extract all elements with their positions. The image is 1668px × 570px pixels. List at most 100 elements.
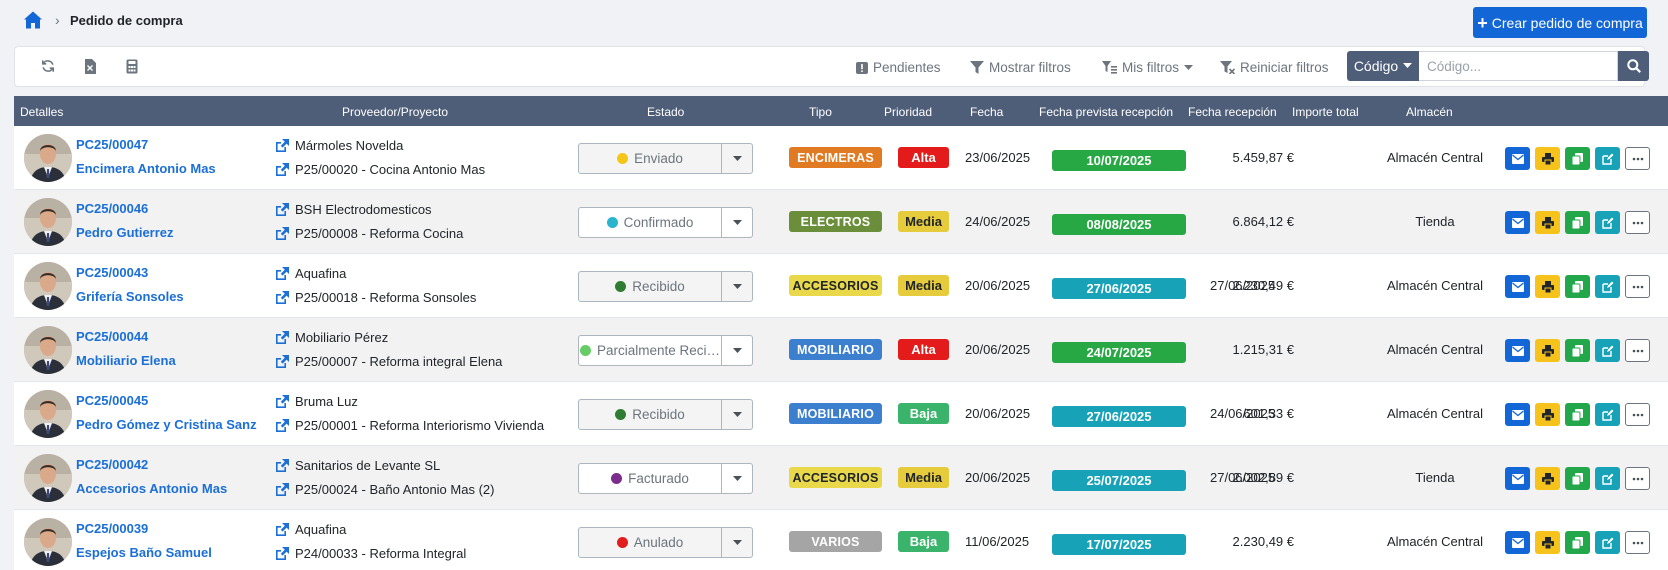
email-button[interactable] xyxy=(1505,147,1530,170)
status-select[interactable]: Recibido xyxy=(578,271,753,302)
supplier-link[interactable]: Mobiliario Pérez xyxy=(275,330,388,345)
header-tipo[interactable]: Tipo xyxy=(809,105,832,119)
project-link[interactable]: P25/00007 - Reforma integral Elena xyxy=(275,354,502,369)
print-button[interactable] xyxy=(1535,531,1560,554)
status-select[interactable]: Enviado xyxy=(578,143,753,174)
more-options-button[interactable] xyxy=(1625,531,1650,554)
refresh-icon[interactable] xyxy=(39,57,57,75)
reiniciar-filtros-button[interactable]: Reiniciar filtros xyxy=(1220,60,1329,75)
status-dropdown-toggle[interactable] xyxy=(722,528,752,557)
email-button[interactable] xyxy=(1505,403,1530,426)
duplicate-button[interactable] xyxy=(1565,147,1590,170)
status-dropdown-toggle[interactable] xyxy=(722,272,752,301)
project-link[interactable]: P25/00001 - Reforma Interiorismo Viviend… xyxy=(275,418,544,433)
edit-button[interactable] xyxy=(1595,531,1620,554)
duplicate-button[interactable] xyxy=(1565,211,1590,234)
excel-file-icon[interactable] xyxy=(81,57,99,75)
order-code-link[interactable]: PC25/00047 xyxy=(76,137,149,152)
order-code-link[interactable]: PC25/00042 xyxy=(76,457,149,472)
more-options-button[interactable] xyxy=(1625,339,1650,362)
pendientes-button[interactable]: Pendientes xyxy=(856,60,941,75)
order-code-link[interactable]: PC25/00046 xyxy=(76,201,149,216)
print-button[interactable] xyxy=(1535,403,1560,426)
more-options-button[interactable] xyxy=(1625,403,1650,426)
more-options-button[interactable] xyxy=(1625,147,1650,170)
order-name-link[interactable]: Pedro Gómez y Cristina Sanz xyxy=(76,417,257,432)
duplicate-button[interactable] xyxy=(1565,275,1590,298)
order-code-link[interactable]: PC25/00043 xyxy=(76,265,149,280)
status-dropdown-toggle[interactable] xyxy=(722,144,752,173)
edit-button[interactable] xyxy=(1595,339,1620,362)
order-code-link[interactable]: PC25/00044 xyxy=(76,329,149,344)
print-button[interactable] xyxy=(1535,339,1560,362)
project-link[interactable]: P25/00008 - Reforma Cocina xyxy=(275,226,463,241)
header-fecha-prevista[interactable]: Fecha prevista recepción xyxy=(1039,105,1174,119)
header-fecha[interactable]: Fecha xyxy=(970,105,1004,119)
mostrar-filtros-button[interactable]: Mostrar filtros xyxy=(970,60,1071,75)
supplier-link[interactable]: Bruma Luz xyxy=(275,394,358,409)
edit-button[interactable] xyxy=(1595,275,1620,298)
create-order-button[interactable]: + Crear pedido de compra xyxy=(1473,7,1647,38)
order-name-link[interactable]: Pedro Gutierrez xyxy=(76,225,174,240)
supplier-link[interactable]: Mármoles Novelda xyxy=(275,138,403,153)
duplicate-button[interactable] xyxy=(1565,339,1590,362)
header-almacen[interactable]: Almacén xyxy=(1406,105,1453,119)
supplier-link[interactable]: Sanitarios de Levante SL xyxy=(275,458,440,473)
search-input[interactable] xyxy=(1419,51,1618,81)
order-code-link[interactable]: PC25/00039 xyxy=(76,521,149,536)
calculator-icon[interactable] xyxy=(123,57,141,75)
status-dropdown-toggle[interactable] xyxy=(722,336,752,365)
status-dropdown-toggle[interactable] xyxy=(722,400,752,429)
status-select[interactable]: Anulado xyxy=(578,527,753,558)
more-options-button[interactable] xyxy=(1625,211,1650,234)
supplier-link[interactable]: Aquafina xyxy=(275,266,346,281)
edit-button[interactable] xyxy=(1595,467,1620,490)
duplicate-button[interactable] xyxy=(1565,403,1590,426)
header-estado[interactable]: Estado xyxy=(647,105,685,119)
print-button[interactable] xyxy=(1535,211,1560,234)
header-prioridad[interactable]: Prioridad xyxy=(884,105,933,119)
supplier-link[interactable]: Aquafina xyxy=(275,522,346,537)
order-code-link[interactable]: PC25/00045 xyxy=(76,393,149,408)
home-icon[interactable] xyxy=(23,10,43,30)
header-detalles[interactable]: Detalles xyxy=(20,105,64,119)
more-options-button[interactable] xyxy=(1625,275,1650,298)
duplicate-button[interactable] xyxy=(1565,531,1590,554)
edit-button[interactable] xyxy=(1595,211,1620,234)
print-button[interactable] xyxy=(1535,467,1560,490)
status-select[interactable]: Recibido xyxy=(578,399,753,430)
header-importe[interactable]: Importe total xyxy=(1292,105,1359,119)
supplier-link[interactable]: BSH Electrodomesticos xyxy=(275,202,432,217)
print-button[interactable] xyxy=(1535,275,1560,298)
order-name-link[interactable]: Mobiliario Elena xyxy=(76,353,176,368)
email-button[interactable] xyxy=(1505,211,1530,234)
print-button[interactable] xyxy=(1535,147,1560,170)
header-proveedor[interactable]: Proveedor/Proyecto xyxy=(342,105,449,119)
header-fecha-recepcion[interactable]: Fecha recepción xyxy=(1188,105,1277,119)
more-options-button[interactable] xyxy=(1625,467,1650,490)
mis-filtros-dropdown[interactable]: Mis filtros xyxy=(1102,60,1193,75)
email-button[interactable] xyxy=(1505,339,1530,362)
status-dropdown-toggle[interactable] xyxy=(722,208,752,237)
order-name-link[interactable]: Encimera Antonio Mas xyxy=(76,161,216,176)
total-amount: 1.215,31 € xyxy=(1232,342,1294,357)
email-button[interactable] xyxy=(1505,275,1530,298)
edit-button[interactable] xyxy=(1595,403,1620,426)
project-link[interactable]: P25/00024 - Baño Antonio Mas (2) xyxy=(275,482,494,497)
order-name-link[interactable]: Espejos Baño Samuel xyxy=(76,545,212,560)
status-select[interactable]: Confirmado xyxy=(578,207,753,238)
status-dropdown-toggle[interactable] xyxy=(722,464,752,493)
edit-button[interactable] xyxy=(1595,147,1620,170)
duplicate-button[interactable] xyxy=(1565,467,1590,490)
project-link[interactable]: P25/00020 - Cocina Antonio Mas xyxy=(275,162,485,177)
email-button[interactable] xyxy=(1505,531,1530,554)
project-link[interactable]: P24/00033 - Reforma Integral xyxy=(275,546,466,561)
search-field-select[interactable]: Código xyxy=(1347,51,1419,81)
search-button[interactable] xyxy=(1618,51,1649,81)
order-name-link[interactable]: Grifería Sonsoles xyxy=(76,289,184,304)
project-link[interactable]: P25/00018 - Reforma Sonsoles xyxy=(275,290,476,305)
status-select[interactable]: Facturado xyxy=(578,463,753,494)
order-name-link[interactable]: Accesorios Antonio Mas xyxy=(76,481,228,496)
status-select[interactable]: Parcialmente Reci… xyxy=(578,335,753,366)
email-button[interactable] xyxy=(1505,467,1530,490)
